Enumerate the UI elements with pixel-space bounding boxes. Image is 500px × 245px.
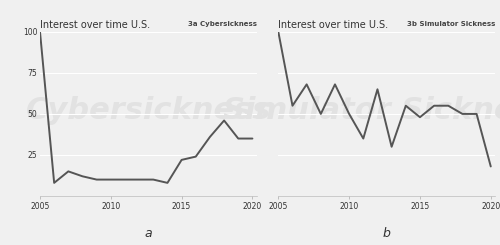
Text: Simulator Sickness: Simulator Sickness	[222, 96, 500, 125]
Text: Interest over time U.S.: Interest over time U.S.	[40, 20, 150, 30]
Text: Cybersickness: Cybersickness	[26, 96, 271, 125]
Text: a: a	[144, 227, 152, 240]
Text: 3b Simulator Sickness: 3b Simulator Sickness	[406, 21, 495, 27]
Text: Interest over time U.S.: Interest over time U.S.	[278, 20, 388, 30]
Text: 3a Cybersickness: 3a Cybersickness	[188, 21, 256, 27]
Text: b: b	[382, 227, 390, 240]
